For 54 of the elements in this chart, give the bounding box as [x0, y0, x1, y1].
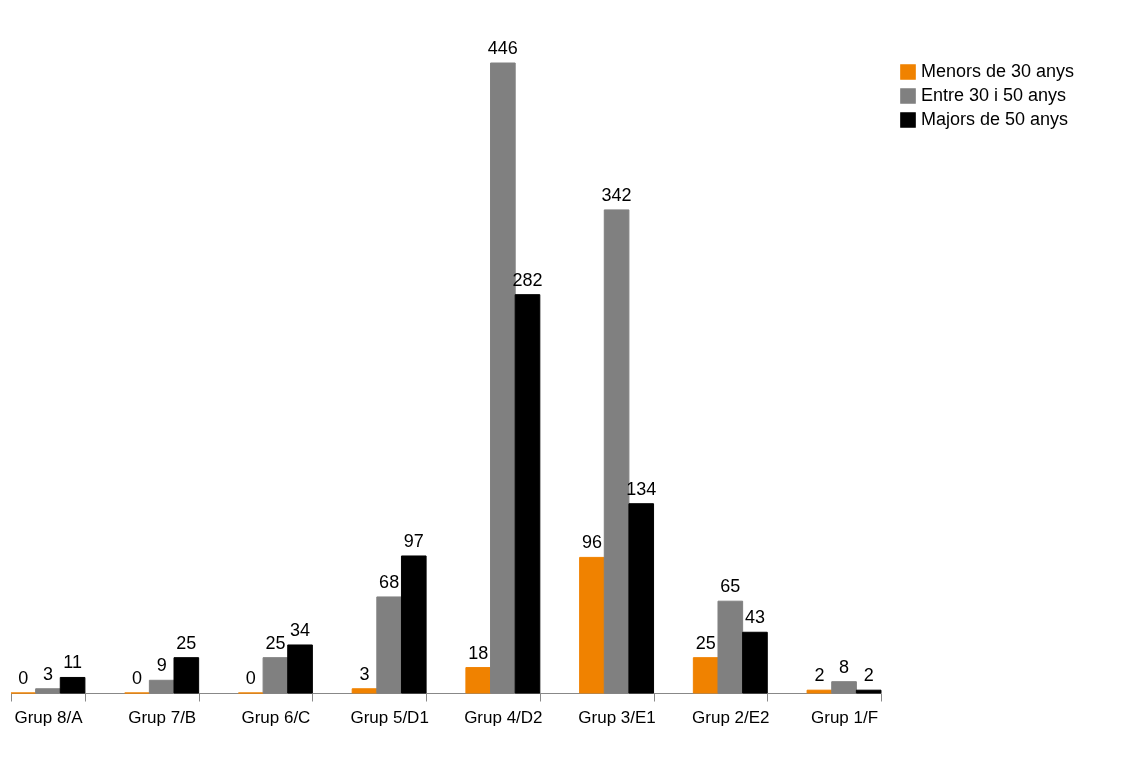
x-tick-label: Grup 8/A: [14, 707, 84, 727]
data-label: 342: [601, 184, 632, 205]
bar: [173, 657, 200, 694]
data-label: 97: [403, 530, 424, 551]
bar: [742, 631, 768, 694]
x-tick-label: Grup 4/D2: [464, 707, 543, 727]
legend-label: Majors de 50 anys: [921, 109, 1069, 129]
data-label: 446: [487, 38, 518, 58]
bar: [287, 644, 313, 694]
x-tick-label: Grup 6/C: [241, 707, 311, 727]
data-label: 43: [744, 607, 765, 628]
data-label: 68: [379, 571, 400, 592]
bar: [351, 688, 378, 694]
bar: [465, 667, 492, 694]
bar: [717, 600, 744, 694]
bar: [262, 657, 289, 694]
x-tick-label: Grup 3/E1: [578, 707, 656, 727]
x-tick-label: Grup 1/F: [810, 707, 879, 727]
data-label: 11: [63, 652, 82, 673]
bar: [59, 676, 86, 694]
bar: [400, 555, 427, 694]
bar: [855, 689, 882, 694]
data-label: 9: [156, 655, 167, 676]
data-label: 0: [132, 668, 143, 688]
data-label: 25: [176, 632, 197, 653]
bar: [806, 689, 833, 694]
x-tick-label: Grup 2/E2: [692, 707, 770, 727]
data-label: 0: [18, 668, 29, 688]
x-tick-label: Grup 7/B: [128, 707, 197, 727]
legend-label: Entre 30 i 50 anys: [921, 85, 1067, 105]
data-label: 96: [581, 532, 602, 553]
data-label: 0: [245, 668, 256, 688]
data-label: 134: [626, 478, 657, 499]
data-label: 18: [468, 642, 489, 663]
data-label: 3: [42, 663, 53, 684]
data-label: 282: [512, 269, 543, 290]
data-label: 25: [265, 632, 286, 653]
bar: [628, 503, 655, 694]
bar: [579, 556, 605, 694]
bar: [376, 596, 402, 694]
bar: [148, 679, 175, 694]
bar: [35, 688, 61, 694]
data-label: 34: [290, 619, 311, 640]
data-label: 8: [839, 656, 850, 677]
bar: [514, 294, 541, 694]
bar: [831, 681, 857, 694]
legend-label: Menors de 30 anys: [921, 61, 1075, 81]
data-label: 65: [720, 576, 741, 597]
data-label: 25: [695, 632, 716, 653]
data-label: 3: [359, 663, 370, 684]
x-tick-label: Grup 5/D1: [350, 707, 429, 727]
bar: [692, 657, 719, 694]
data-label: 2: [814, 665, 825, 686]
data-label: 2: [863, 665, 874, 686]
